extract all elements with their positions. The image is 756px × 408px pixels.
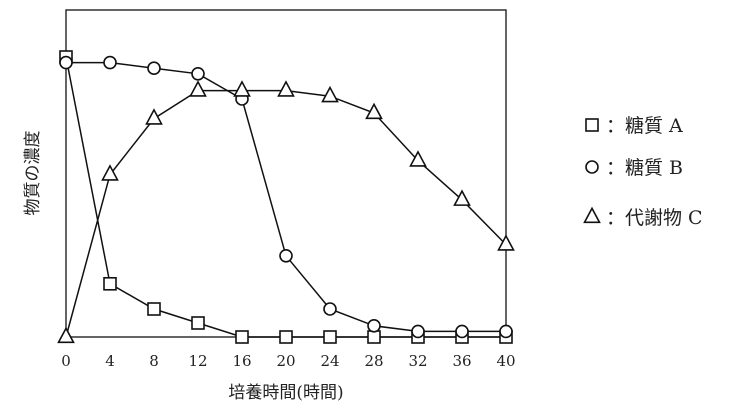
series-line	[66, 61, 506, 333]
x-tick-label: 20	[276, 352, 295, 370]
x-tick-label: 36	[452, 352, 471, 370]
series-circle	[59, 55, 513, 339]
data-point-triangle	[189, 80, 207, 97]
data-point-triangle	[453, 189, 471, 206]
x-tick-label: 12	[188, 352, 207, 370]
data-point-circle	[411, 324, 425, 339]
data-point-circle	[323, 302, 337, 316]
x-tick-label: 8	[149, 352, 159, 370]
legend-marker-triangle	[583, 206, 601, 224]
x-tick-label: 4	[105, 352, 115, 370]
x-tick-label: 28	[364, 352, 383, 370]
legend-label: ：代謝物 C	[606, 207, 703, 229]
data-point-square	[147, 302, 161, 316]
legend-label: ：糖質 B	[606, 157, 683, 179]
data-point-circle	[279, 249, 293, 263]
legend-marker-circle	[585, 160, 599, 174]
series-line	[65, 56, 506, 338]
x-tick-label: 0	[61, 352, 71, 370]
data-point-circle	[191, 67, 205, 81]
y-axis-title: 物質の濃度	[23, 131, 43, 216]
x-axis-title: 培養時間(時間)	[228, 383, 343, 403]
data-point-triangle	[321, 85, 339, 103]
legend-label: ：糖質 A	[606, 115, 683, 137]
data-point-triangle	[409, 150, 427, 167]
data-point-square	[323, 330, 337, 344]
data-point-square	[279, 330, 293, 344]
data-point-square	[367, 330, 381, 344]
data-point-square	[103, 276, 117, 291]
series-layer	[57, 50, 515, 344]
data-point-triangle	[145, 108, 163, 125]
data-point-circle	[455, 324, 469, 339]
x-tick-label: 32	[408, 352, 427, 370]
legend-entry: ：糖質 B	[585, 157, 683, 179]
data-point-triangle	[277, 80, 295, 97]
data-point-square	[235, 330, 249, 344]
legend: ：糖質 A ：糖質 B ：代謝物 C	[583, 115, 703, 229]
data-point-triangle	[233, 80, 251, 97]
legend-entry: ：糖質 A	[585, 115, 683, 137]
plot-frame	[65, 9, 507, 338]
data-point-triangle	[57, 326, 75, 344]
data-point-circle	[59, 55, 73, 70]
legend-entry: ：代謝物 C	[583, 206, 703, 229]
x-tick-label: 16	[232, 352, 251, 370]
data-point-circle	[103, 55, 117, 70]
data-point-triangle	[101, 164, 119, 181]
x-tick-label: 24	[320, 352, 339, 370]
x-tick-labels: 0 4 8 12 16 20 24 28 32 36 40	[61, 352, 515, 370]
data-point-circle	[367, 318, 381, 333]
data-point-triangle	[497, 234, 515, 251]
legend-marker-square	[585, 118, 599, 132]
data-point-circle	[147, 61, 161, 75]
data-point-triangle	[365, 102, 383, 120]
data-point-circle	[499, 324, 513, 339]
x-tick-label: 40	[496, 352, 515, 370]
data-point-square	[191, 316, 205, 330]
series-line	[65, 89, 507, 338]
series-triangle	[57, 80, 515, 344]
